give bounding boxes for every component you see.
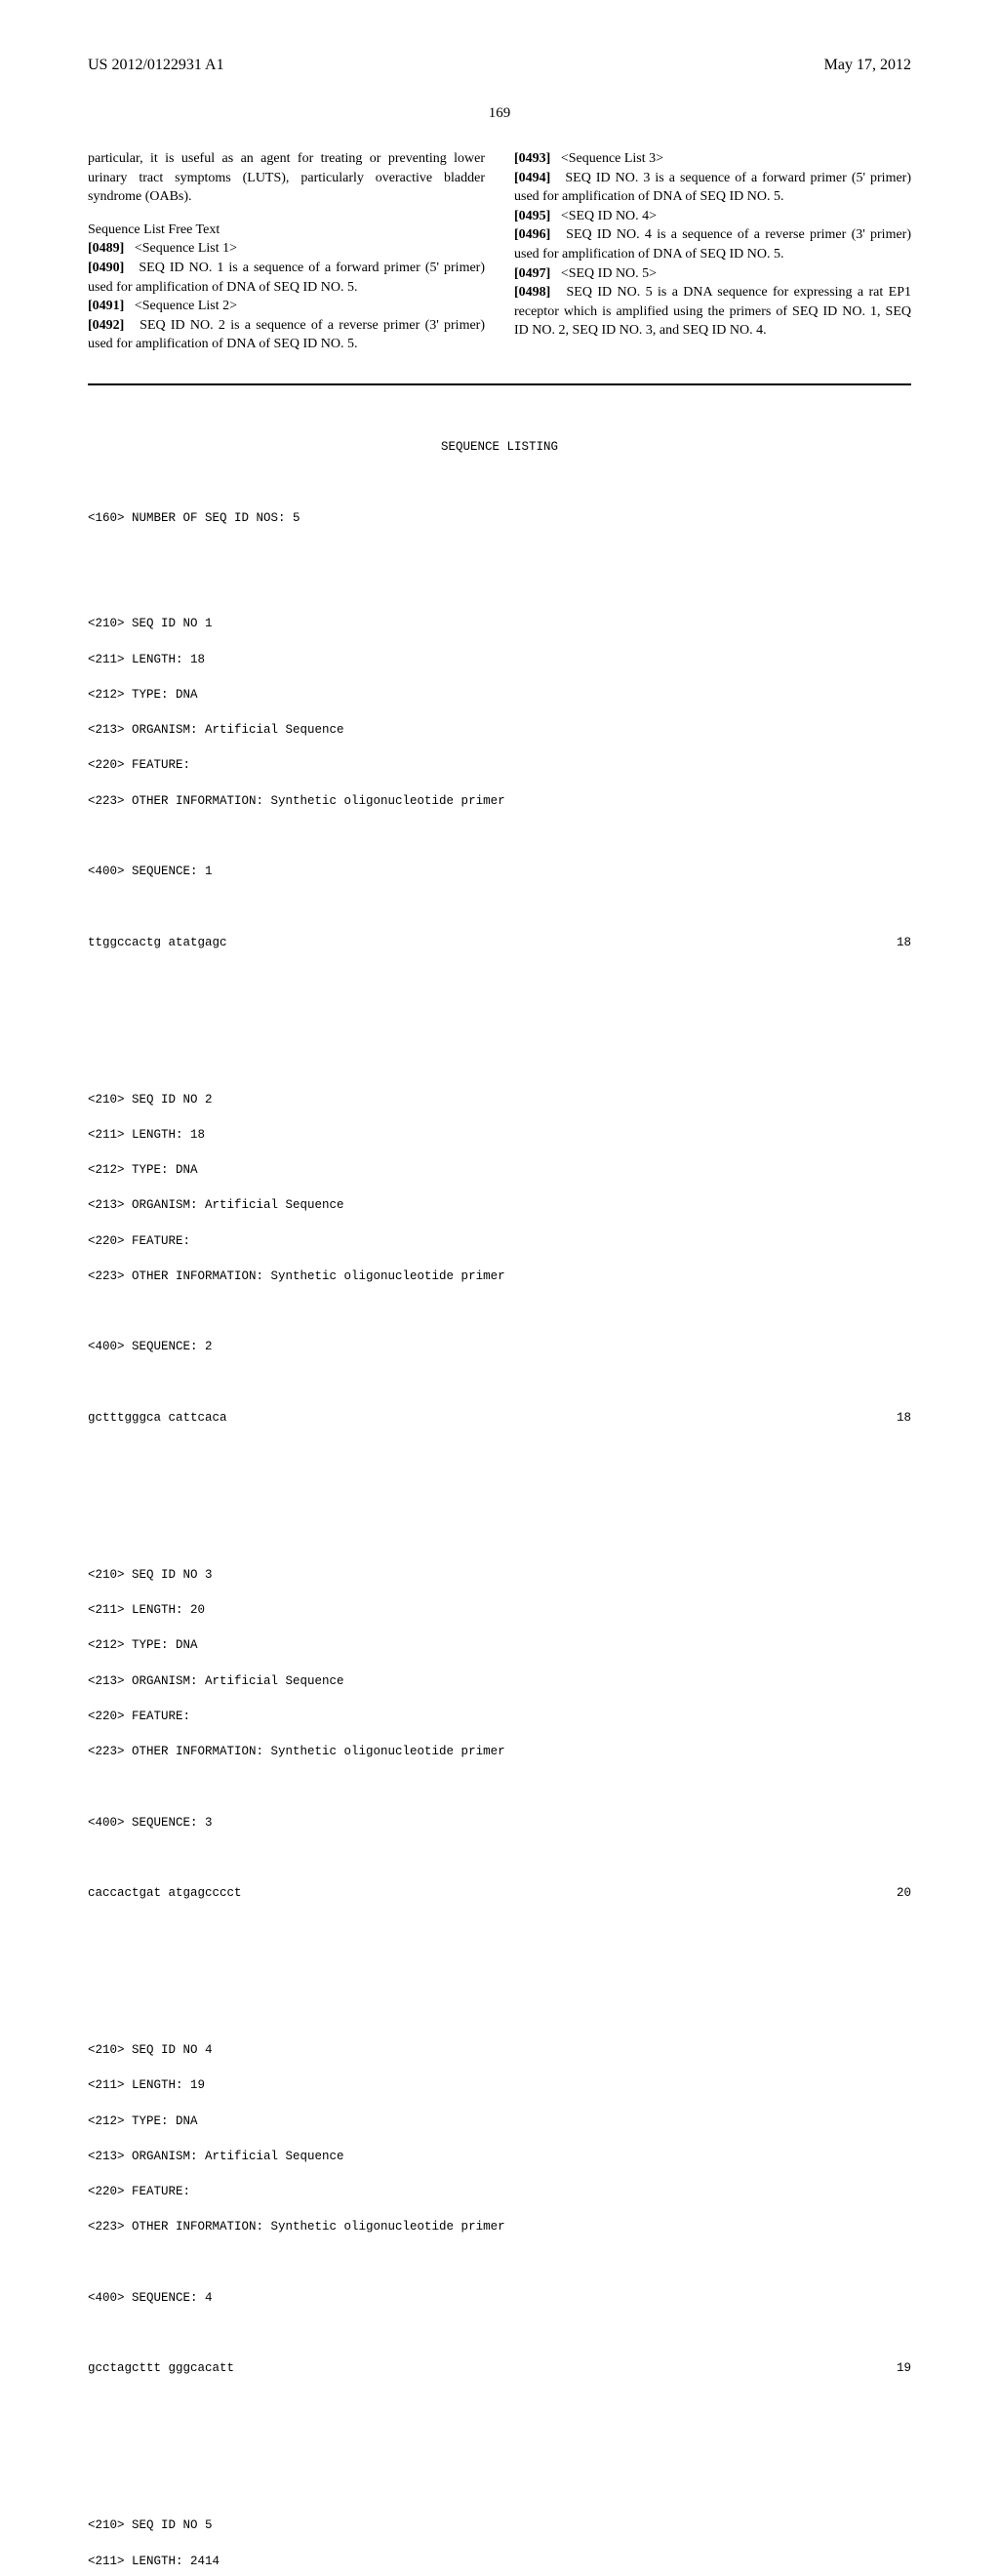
seq-line: <400> SEQUENCE: 1 (88, 863, 911, 880)
para-text: <SEQ ID NO. 5> (561, 266, 657, 281)
seq-line: <211> LENGTH: 20 (88, 1601, 911, 1619)
seq-line: <213> ORGANISM: Artificial Sequence (88, 721, 911, 739)
para-0495: [0495] <SEQ ID NO. 4> (514, 207, 911, 226)
para-num: [0492] (88, 318, 124, 333)
free-text-title: Sequence List Free Text (88, 221, 485, 240)
para-text: SEQ ID NO. 2 is a sequence of a reverse … (88, 318, 485, 352)
seq-line: <212> TYPE: DNA (88, 1636, 911, 1654)
seq-data-line: gctttgggca cattcaca18 (88, 1409, 911, 1427)
seq-pos: 18 (872, 1409, 911, 1427)
seq-line: <212> TYPE: DNA (88, 686, 911, 704)
seq-line: <212> TYPE: DNA (88, 2113, 911, 2130)
seq-line: <211> LENGTH: 18 (88, 1126, 911, 1144)
seq-line: <210> SEQ ID NO 3 (88, 1566, 911, 1584)
para-num: [0490] (88, 261, 124, 275)
para-0491: [0491] <Sequence List 2> (88, 297, 485, 316)
para-num: [0494] (514, 171, 550, 185)
page-number: 169 (88, 105, 911, 122)
seq-line: <400> SEQUENCE: 4 (88, 2289, 911, 2307)
seq-line: <211> LENGTH: 2414 (88, 2553, 911, 2570)
para-text: <Sequence List 3> (561, 151, 663, 166)
para-num: [0498] (514, 285, 550, 300)
para-text: SEQ ID NO. 3 is a sequence of a forward … (514, 171, 911, 205)
seq-line: <210> SEQ ID NO 4 (88, 2041, 911, 2059)
seq-line: <220> FEATURE: (88, 756, 911, 774)
para-num: [0496] (514, 227, 550, 242)
seq-data-line: caccactgat atgagcccct20 (88, 1884, 911, 1902)
right-column: [0493] <Sequence List 3> [0494] SEQ ID N… (514, 149, 911, 354)
para-text: <SEQ ID NO. 4> (561, 209, 657, 223)
para-0489: [0489] <Sequence List 1> (88, 239, 485, 259)
intro-paragraph: particular, it is useful as an agent for… (88, 149, 485, 207)
seq-text: caccactgat atgagcccct (88, 1884, 872, 1902)
para-0496: [0496] SEQ ID NO. 4 is a sequence of a r… (514, 225, 911, 263)
seq-data-line: gcctagcttt gggcacatt19 (88, 2359, 911, 2377)
seq-data-line: ttggccactg atatgagc18 (88, 934, 911, 951)
left-column: particular, it is useful as an agent for… (88, 149, 485, 354)
seq-line: <223> OTHER INFORMATION: Synthetic oligo… (88, 2218, 911, 2235)
para-num: [0489] (88, 241, 124, 256)
para-text: SEQ ID NO. 1 is a sequence of a forward … (88, 261, 485, 295)
seq-entry-4: <210> SEQ ID NO 4 <211> LENGTH: 19 <212>… (88, 2024, 911, 2413)
seq-text: ttggccactg atatgagc (88, 934, 872, 951)
para-text: <Sequence List 1> (135, 241, 237, 256)
para-num: [0495] (514, 209, 550, 223)
num-seqs: <160> NUMBER OF SEQ ID NOS: 5 (88, 509, 911, 527)
seq-line: <220> FEATURE: (88, 1708, 911, 1725)
seq-line: <213> ORGANISM: Artificial Sequence (88, 1672, 911, 1690)
seq-line: <223> OTHER INFORMATION: Synthetic oligo… (88, 1743, 911, 1760)
para-num: [0493] (514, 151, 550, 166)
seq-entry-3: <210> SEQ ID NO 3 <211> LENGTH: 20 <212>… (88, 1549, 911, 1938)
seq-line: <211> LENGTH: 19 (88, 2076, 911, 2094)
para-0493: [0493] <Sequence List 3> (514, 149, 911, 169)
seq-entry-1: <210> SEQ ID NO 1 <211> LENGTH: 18 <212>… (88, 597, 911, 986)
text-columns: particular, it is useful as an agent for… (88, 149, 911, 354)
seq-line: <213> ORGANISM: Artificial Sequence (88, 1196, 911, 1214)
seq-text: gcctagcttt gggcacatt (88, 2359, 872, 2377)
publication-date: May 17, 2012 (824, 57, 911, 74)
seq-line: <400> SEQUENCE: 2 (88, 1338, 911, 1355)
seq-entry-2: <210> SEQ ID NO 2 <211> LENGTH: 18 <212>… (88, 1072, 911, 1462)
seq-pos: 18 (872, 934, 911, 951)
seq-line: <223> OTHER INFORMATION: Synthetic oligo… (88, 1268, 911, 1285)
para-text: SEQ ID NO. 4 is a sequence of a reverse … (514, 227, 911, 262)
para-text: <Sequence List 2> (135, 299, 237, 313)
seq-listing-title: SEQUENCE LISTING (88, 438, 911, 456)
sequence-listing-section: SEQUENCE LISTING <160> NUMBER OF SEQ ID … (88, 383, 911, 2576)
seq-line: <213> ORGANISM: Artificial Sequence (88, 2148, 911, 2165)
para-0492: [0492] SEQ ID NO. 2 is a sequence of a r… (88, 316, 485, 354)
para-0494: [0494] SEQ ID NO. 3 is a sequence of a f… (514, 169, 911, 207)
para-0497: [0497] <SEQ ID NO. 5> (514, 264, 911, 284)
seq-line: <223> OTHER INFORMATION: Synthetic oligo… (88, 792, 911, 810)
seq-pos: 20 (872, 1884, 911, 1902)
seq-text: gctttgggca cattcaca (88, 1409, 872, 1427)
publication-number: US 2012/0122931 A1 (88, 57, 224, 74)
seq-line: <400> SEQUENCE: 3 (88, 1814, 911, 1831)
seq-line: <211> LENGTH: 18 (88, 651, 911, 668)
seq-line: <220> FEATURE: (88, 2183, 911, 2200)
seq-line: <220> FEATURE: (88, 1232, 911, 1250)
para-num: [0497] (514, 266, 550, 281)
seq-line: <210> SEQ ID NO 1 (88, 615, 911, 632)
para-0490: [0490] SEQ ID NO. 1 is a sequence of a f… (88, 259, 485, 297)
para-0498: [0498] SEQ ID NO. 5 is a DNA sequence fo… (514, 283, 911, 341)
seq-line: <210> SEQ ID NO 2 (88, 1091, 911, 1108)
para-text: SEQ ID NO. 5 is a DNA sequence for expre… (514, 285, 911, 338)
para-num: [0491] (88, 299, 124, 313)
seq-line: <212> TYPE: DNA (88, 1161, 911, 1179)
seq-pos: 19 (872, 2359, 911, 2377)
seq-line: <210> SEQ ID NO 5 (88, 2516, 911, 2534)
seq-entry-5: <210> SEQ ID NO 5 <211> LENGTH: 2414 <21… (88, 2499, 911, 2576)
